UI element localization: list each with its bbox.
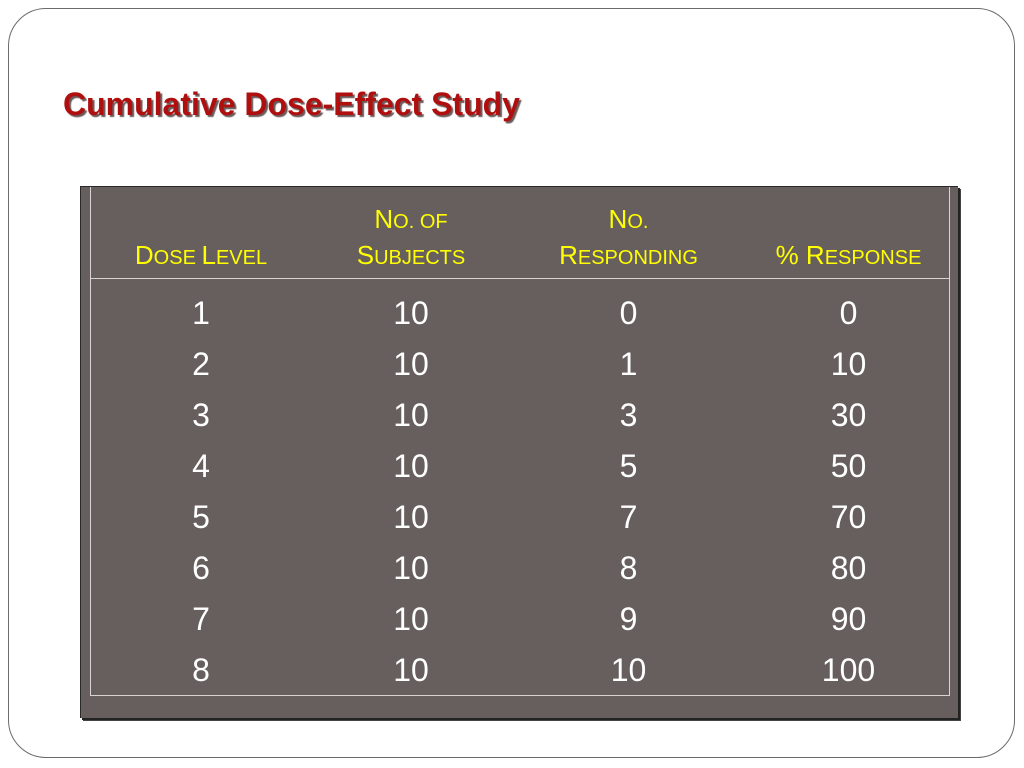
header-text: ESPONSE bbox=[824, 247, 922, 269]
table-cell: 10 bbox=[610, 652, 647, 688]
table-cell: 10 bbox=[393, 346, 429, 382]
table-cell: 10 bbox=[393, 550, 429, 586]
table-header-row: DOSE LEVEL NO. OF SUBJECTS NO. RESPONDING … bbox=[91, 187, 949, 279]
table-cell: 10 bbox=[393, 295, 429, 331]
header-no-of-subjects: NO. OF SUBJECTS bbox=[311, 201, 511, 273]
table-cell: 70 bbox=[830, 499, 867, 535]
header-line bbox=[91, 201, 311, 237]
table-cell: 100 bbox=[821, 652, 876, 688]
header-text: OSE bbox=[153, 247, 202, 269]
table-cell: 30 bbox=[830, 397, 867, 433]
table-cell: 9 bbox=[619, 601, 638, 637]
table-cell: 5 bbox=[192, 499, 210, 535]
table-cell: 0 bbox=[619, 295, 638, 331]
header-line: NO. bbox=[511, 201, 746, 237]
slide-title: Cumulative Dose-Effect Study bbox=[63, 86, 520, 122]
table-cell: 0 bbox=[839, 295, 858, 331]
table-cell: 10 bbox=[393, 448, 429, 484]
table-body: 1 10 0 0 2 10 1 10 3 10 3 30 4 10 5 50 5 10 7 70 6 10 8 80 7 10 9 9… bbox=[91, 288, 949, 696]
table-cell: 1 bbox=[192, 295, 210, 331]
header-line: DOSE LEVEL bbox=[91, 237, 311, 273]
header-no-responding: NO. RESPONDING bbox=[511, 201, 746, 273]
header-text: O. bbox=[627, 211, 649, 233]
table-cell: 8 bbox=[192, 652, 210, 688]
header-text: % R bbox=[775, 240, 825, 270]
table-row: 3 10 3 30 bbox=[91, 390, 949, 441]
table-cell: 7 bbox=[619, 499, 638, 535]
table-row: 2 10 1 10 bbox=[91, 339, 949, 390]
dose-effect-table: DOSE LEVEL NO. OF SUBJECTS NO. RESPONDING … bbox=[80, 186, 958, 718]
header-dose-level: DOSE LEVEL bbox=[91, 201, 311, 273]
table-cell: 10 bbox=[393, 652, 429, 688]
table-row: 7 10 9 90 bbox=[91, 594, 949, 645]
header-text: UBJECTS bbox=[374, 247, 466, 269]
table-cell: 6 bbox=[192, 550, 210, 586]
table-cell: 3 bbox=[192, 397, 210, 433]
table-cell: 1 bbox=[619, 346, 638, 382]
table-cell: 50 bbox=[830, 448, 867, 484]
table-row: 8 10 10 100 bbox=[91, 645, 949, 696]
header-line: SUBJECTS bbox=[311, 237, 511, 273]
header-line bbox=[746, 201, 951, 237]
header-text: O. OF bbox=[393, 211, 448, 233]
header-line: RESPONDING bbox=[511, 237, 746, 273]
header-text: ESPONDING bbox=[577, 247, 698, 269]
table-cell: 8 bbox=[619, 550, 638, 586]
header-line: % RESPONSE bbox=[746, 237, 951, 273]
header-text: N bbox=[374, 204, 394, 234]
header-percent-response: % RESPONSE bbox=[746, 201, 951, 273]
header-text: S bbox=[356, 240, 375, 270]
table-grid: DOSE LEVEL NO. OF SUBJECTS NO. RESPONDING … bbox=[90, 187, 950, 696]
table-cell: 80 bbox=[830, 550, 867, 586]
table-cell: 5 bbox=[619, 448, 638, 484]
table-cell: 10 bbox=[830, 346, 867, 382]
table-cell: 10 bbox=[393, 397, 429, 433]
header-text: L bbox=[201, 240, 216, 270]
table-cell: 7 bbox=[192, 601, 210, 637]
header-text: N bbox=[608, 204, 628, 234]
header-line: NO. OF bbox=[311, 201, 511, 237]
table-row: 4 10 5 50 bbox=[91, 441, 949, 492]
table-cell: 3 bbox=[619, 397, 638, 433]
table-row: 1 10 0 0 bbox=[91, 288, 949, 339]
header-text: EVEL bbox=[215, 247, 268, 269]
header-text: R bbox=[559, 240, 578, 270]
table-row: 5 10 7 70 bbox=[91, 492, 949, 543]
table-cell: 2 bbox=[192, 346, 210, 382]
table-row: 6 10 8 80 bbox=[91, 543, 949, 594]
header-text: D bbox=[134, 240, 154, 270]
table-cell: 10 bbox=[393, 601, 429, 637]
table-cell: 10 bbox=[393, 499, 429, 535]
table-cell: 4 bbox=[192, 448, 210, 484]
table-cell: 90 bbox=[830, 601, 867, 637]
